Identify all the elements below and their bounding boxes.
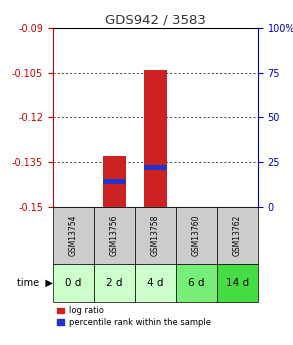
Bar — [103, 156, 125, 207]
Text: 4 d: 4 d — [147, 278, 163, 288]
Bar — [176, 264, 217, 302]
Text: GSM13754: GSM13754 — [69, 215, 78, 256]
Bar — [135, 264, 176, 302]
Bar — [94, 207, 135, 264]
Bar — [144, 166, 166, 170]
Text: GSM13758: GSM13758 — [151, 215, 160, 256]
Text: time  ▶: time ▶ — [17, 278, 53, 288]
Bar — [135, 207, 176, 264]
Text: 14 d: 14 d — [226, 278, 249, 288]
Title: GDS942 / 3583: GDS942 / 3583 — [105, 13, 206, 27]
Bar — [217, 207, 258, 264]
Text: GSM13756: GSM13756 — [110, 215, 119, 256]
Bar — [217, 264, 258, 302]
Legend: log ratio, percentile rank within the sample: log ratio, percentile rank within the sa… — [57, 306, 211, 327]
Text: 6 d: 6 d — [188, 278, 205, 288]
Text: 0 d: 0 d — [65, 278, 81, 288]
Bar — [144, 69, 166, 207]
Bar — [176, 207, 217, 264]
Bar — [53, 264, 94, 302]
Text: GSM13760: GSM13760 — [192, 215, 201, 256]
Text: GSM13762: GSM13762 — [233, 215, 242, 256]
Bar — [94, 264, 135, 302]
Bar — [53, 207, 94, 264]
Text: 2 d: 2 d — [106, 278, 122, 288]
Bar — [103, 179, 125, 184]
